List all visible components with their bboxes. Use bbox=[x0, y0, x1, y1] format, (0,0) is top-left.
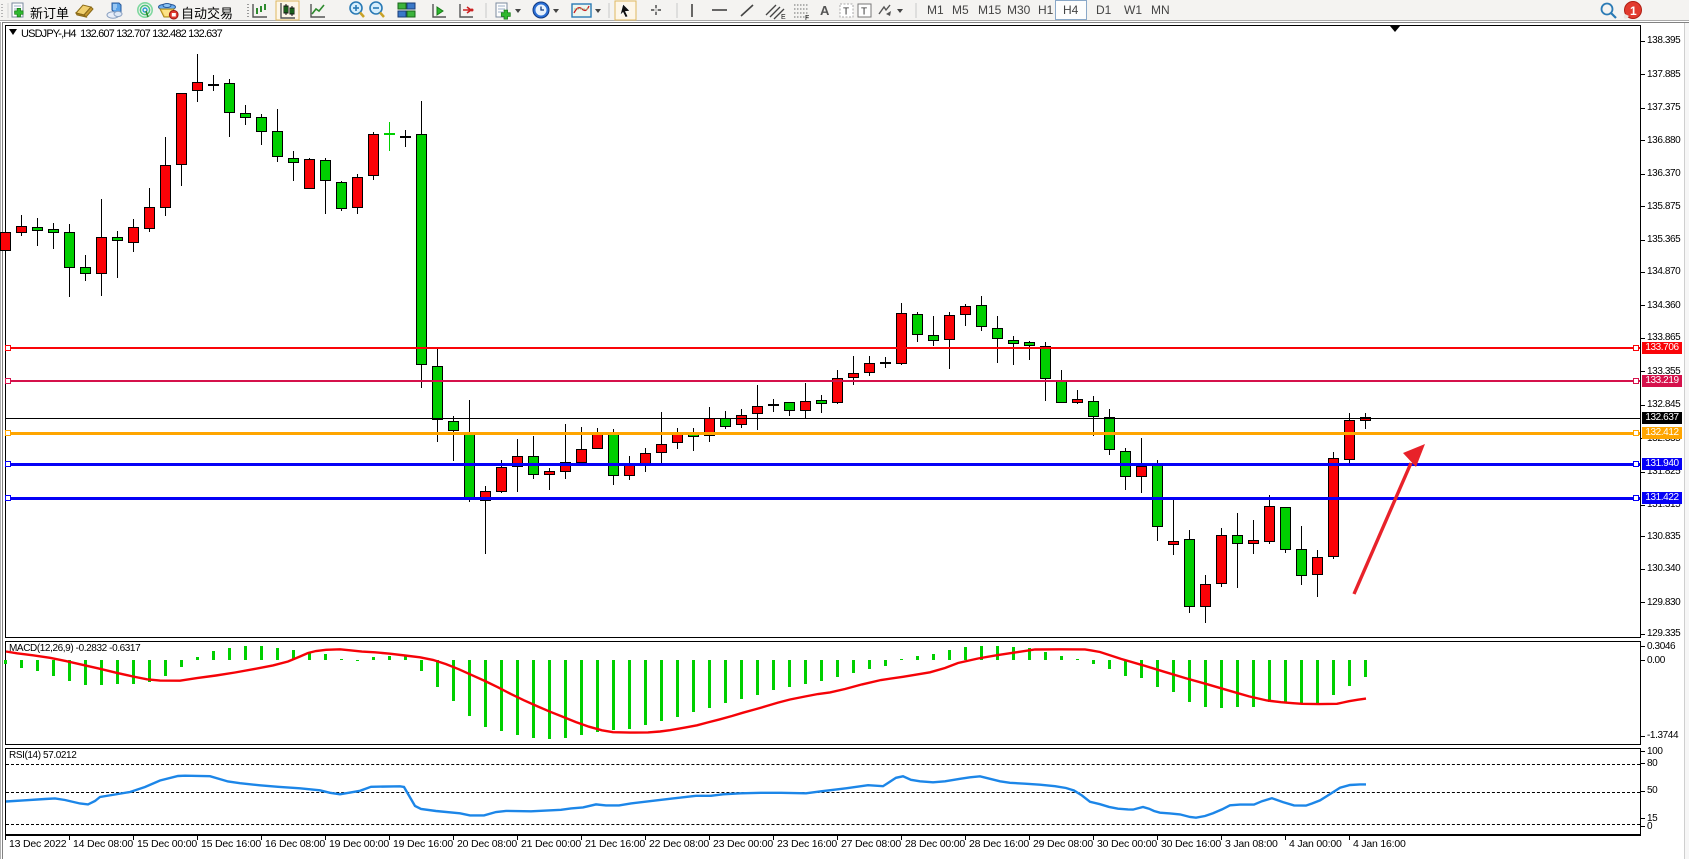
svg-text:A: A bbox=[820, 3, 830, 18]
svg-text:F: F bbox=[805, 15, 809, 21]
svg-text:1: 1 bbox=[1630, 4, 1637, 18]
svg-text:T: T bbox=[843, 7, 849, 18]
svg-text:T: T bbox=[861, 7, 867, 18]
svg-text:E: E bbox=[781, 14, 786, 21]
